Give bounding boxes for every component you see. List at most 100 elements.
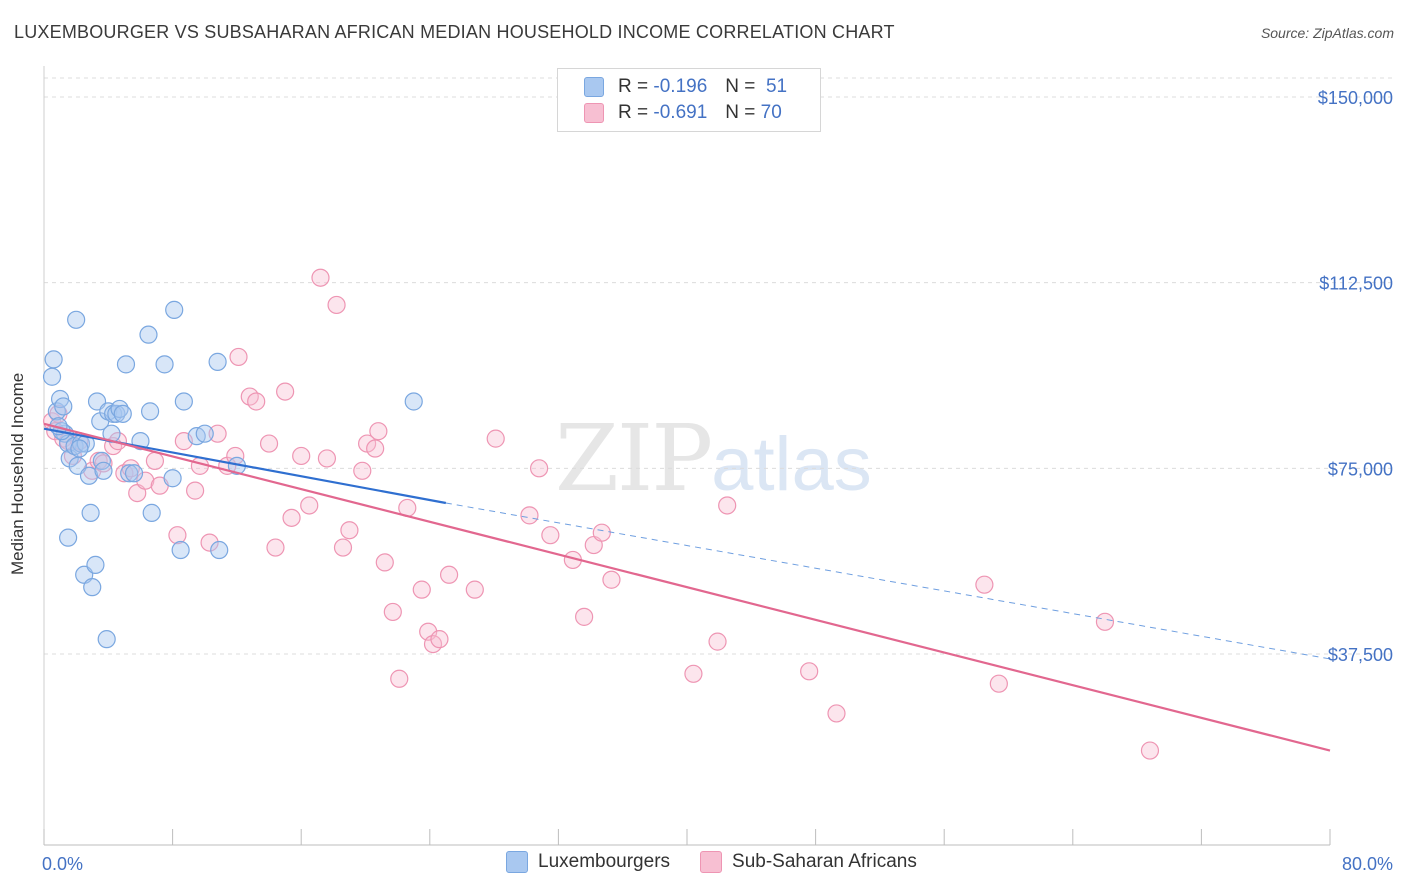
y-tick-label: $150,000 [1318,88,1393,108]
data-point [800,662,819,681]
data-point [174,392,193,411]
legend-r-value: -0.691 [653,102,708,123]
legend-r-value: -0.196 [653,76,708,97]
tick-labels: $37,500 $75,000 $112,500 $150,000 0.0% 80.0% [42,88,1393,874]
data-point [81,503,100,522]
legend-swatch-pink [700,851,723,873]
data-point [327,295,346,315]
data-points [42,268,1160,760]
data-point [530,459,549,478]
data-point [44,350,63,369]
data-point [266,538,285,557]
watermark: ZIPatlas [555,405,872,512]
data-point [165,300,184,319]
data-point [155,355,174,374]
data-point [79,466,99,485]
data-point [282,508,301,527]
data-point [718,496,737,515]
legend-swatch-blue [506,851,528,873]
grid-lines [44,77,1395,655]
data-point [1140,741,1160,760]
legend-n-label: N = [725,102,756,123]
y-tick-label: $75,000 [1328,459,1393,479]
data-point [139,325,158,344]
data-point [989,674,1008,693]
data-point [136,471,155,490]
data-point [975,575,994,594]
data-point [145,451,165,471]
y-axis-label: Median Household Income [8,372,27,575]
data-point [116,355,136,374]
legend-n-value: 51 [765,76,788,97]
data-point [229,347,248,367]
data-point [430,630,449,649]
data-point [86,555,105,574]
data-point [113,404,132,423]
data-point [340,521,359,540]
data-point [827,704,846,723]
data-point [465,580,484,599]
data-point [486,429,505,448]
data-point [67,310,86,329]
data-point [602,570,621,589]
data-point [54,397,73,416]
data-point [292,446,311,466]
data-point [259,434,279,453]
data-point [276,382,295,401]
legend-r-label: R = [618,102,649,123]
y-tick-label: $37,500 [1328,645,1393,665]
data-point [575,607,594,626]
data-point [383,602,402,622]
series-legend: Luxembourgers Sub-Saharan Africans [506,851,947,873]
legend-label: Sub-Saharan Africans [732,851,917,872]
source-label: Source: ZipAtlas.com [1260,25,1394,41]
legend-n-label: N = [725,76,756,97]
data-point [366,439,385,458]
legend-item-luxembourgers[interactable]: Luxembourgers [506,851,670,873]
data-point [439,565,459,584]
data-point [195,424,214,443]
data-point [369,422,388,441]
data-point [83,578,102,597]
data-point [708,632,727,651]
data-point [120,464,139,483]
data-point [97,630,116,649]
data-point [210,540,229,560]
data-point [300,496,319,515]
data-point [124,464,144,483]
data-point [70,439,89,458]
trend-lines [43,422,1331,752]
data-point [171,540,190,560]
data-point [684,664,703,683]
watermark-zip: ZIP [555,405,713,512]
legend-row-luxembourgers: R = -0.196 N = 51 [584,75,787,99]
data-point [142,503,161,522]
data-point [247,392,266,411]
data-point [42,367,62,386]
trend-line-luxembourgers-extension [445,502,1331,660]
x-tick-label: 0.0% [42,854,83,874]
data-point [311,268,330,287]
y-tick-label: $112,500 [1319,274,1393,294]
watermark-atlas: atlas [711,422,872,507]
legend-label: Luxembourgers [538,851,671,872]
chart-title: LUXEMBOURGER VS SUBSAHARAN AFRICAN MEDIA… [14,22,895,42]
data-point [186,481,205,500]
legend-r-label: R = [618,76,649,97]
data-point [353,461,372,480]
trend-line-subsaharan [43,422,1331,752]
legend-n-value: 70 [760,102,782,123]
axes [43,66,1331,846]
data-point [140,402,160,421]
data-point [163,469,182,488]
data-point [168,526,187,545]
data-point [200,533,219,552]
data-point [317,449,337,468]
data-point [107,404,126,423]
data-point [541,526,560,545]
legend-item-subsaharan[interactable]: Sub-Saharan Africans [700,851,917,873]
data-point [592,523,611,542]
data-point [333,538,353,557]
data-point [59,528,78,547]
